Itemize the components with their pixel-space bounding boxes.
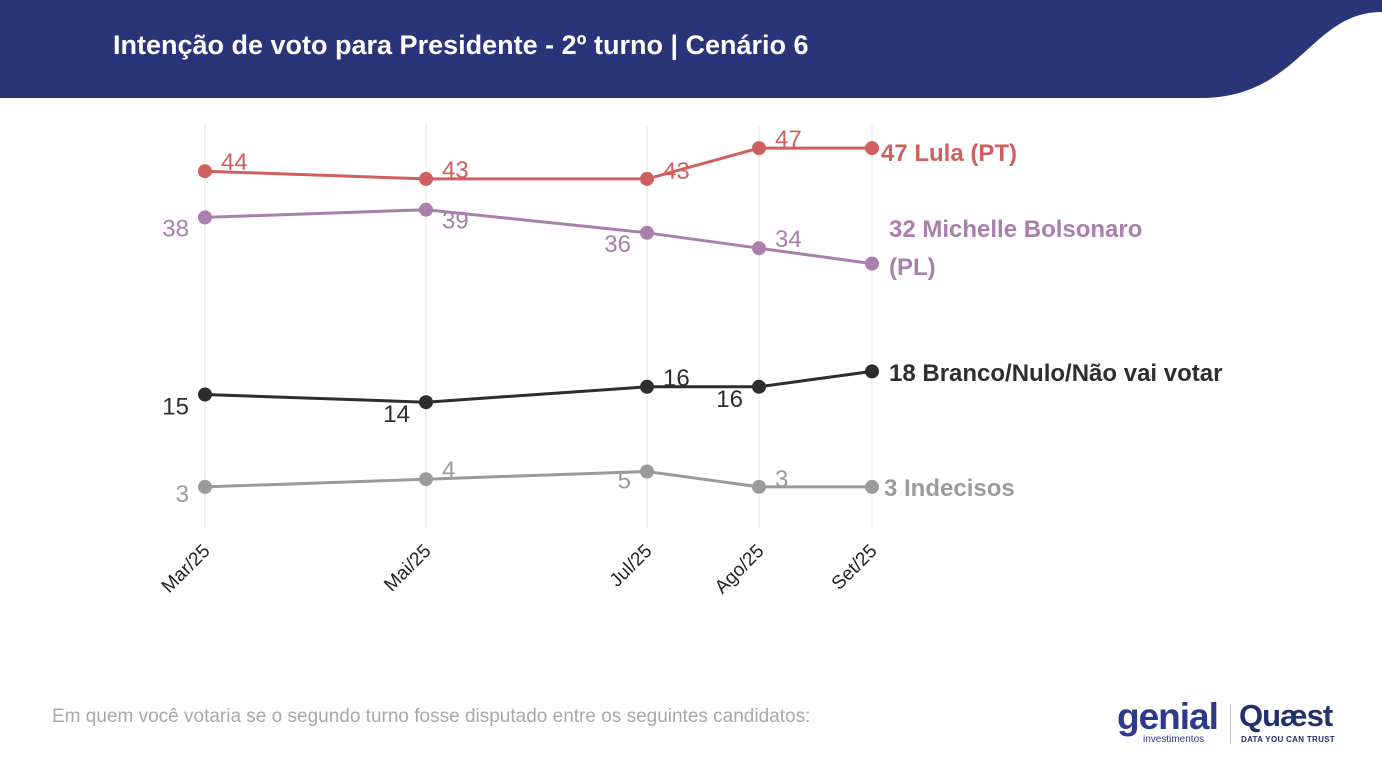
data-points bbox=[198, 141, 879, 494]
data-point bbox=[198, 387, 212, 402]
data-point bbox=[752, 141, 766, 156]
data-label: 3 bbox=[176, 481, 189, 508]
data-label: 36 bbox=[604, 231, 631, 258]
sponsor-logos: genial investimentos Quæst DATA YOU CAN … bbox=[1115, 696, 1355, 750]
data-label: 38 bbox=[162, 215, 189, 242]
series-line bbox=[204, 208, 873, 266]
series-lines bbox=[204, 146, 873, 489]
data-point bbox=[419, 395, 433, 410]
x-tick-label: Ago/25 bbox=[711, 541, 768, 598]
data-label: 43 bbox=[442, 157, 469, 184]
series-line bbox=[204, 146, 872, 181]
question-footnote: Em quem você votaria se o segundo turno … bbox=[52, 706, 811, 727]
data-label: 3 bbox=[775, 466, 788, 493]
data-point bbox=[198, 164, 212, 179]
data-label: 16 bbox=[663, 365, 690, 392]
data-point bbox=[419, 472, 433, 487]
data-label: 43 bbox=[663, 158, 690, 185]
data-point bbox=[865, 364, 879, 379]
logo-divider bbox=[1230, 704, 1231, 744]
series-line bbox=[204, 470, 872, 489]
data-label: 5 bbox=[618, 468, 631, 495]
header-band bbox=[0, 0, 1382, 98]
series-end-label: 32 Michelle Bolsonaro bbox=[889, 216, 1142, 243]
data-point bbox=[198, 210, 212, 225]
data-point bbox=[865, 141, 879, 156]
x-tick-label: Mar/25 bbox=[158, 541, 215, 598]
series-end-label: 47 Lula (PT) bbox=[881, 140, 1017, 167]
x-tick-label: Set/25 bbox=[828, 541, 882, 595]
data-point bbox=[865, 479, 879, 494]
data-point bbox=[865, 256, 879, 271]
quaest-logo: Quæst bbox=[1239, 698, 1333, 733]
page-title: Intenção de voto para Presidente - 2º tu… bbox=[113, 30, 809, 60]
quaest-logo-subtext: DATA YOU CAN TRUST bbox=[1241, 735, 1335, 744]
data-label: 39 bbox=[442, 208, 469, 235]
x-tick-label: Jul/25 bbox=[606, 541, 657, 592]
data-label: 4 bbox=[442, 457, 455, 484]
data-label: 15 bbox=[162, 394, 189, 421]
grid-lines bbox=[204, 125, 873, 528]
series-end-label: 3 Indecisos bbox=[884, 475, 1015, 502]
x-axis-tick-labels: Mar/25 Mai/25 Jul/25 Ago/25 Set/25 bbox=[158, 541, 882, 598]
genial-logo-subtext: investimentos bbox=[1143, 734, 1205, 745]
data-label: 47 bbox=[775, 126, 802, 153]
data-label: 44 bbox=[221, 149, 248, 176]
data-point bbox=[198, 479, 212, 494]
series-end-labels: 47 Lula (PT) 32 Michelle Bolsonaro (PL) 18 … bbox=[881, 140, 1222, 502]
data-point bbox=[752, 241, 766, 256]
genial-logo: genial bbox=[1117, 696, 1219, 737]
data-point bbox=[640, 464, 654, 479]
series-end-label: (PL) bbox=[889, 254, 936, 281]
data-point bbox=[419, 202, 433, 217]
data-label: 16 bbox=[716, 386, 743, 413]
data-point bbox=[640, 171, 654, 186]
data-point bbox=[640, 379, 654, 394]
header-background bbox=[0, 0, 1382, 98]
data-point bbox=[419, 171, 433, 186]
data-label: 14 bbox=[383, 401, 410, 428]
series-end-label: 18 Branco/Nulo/Não vai votar bbox=[889, 360, 1222, 387]
series-line bbox=[204, 369, 873, 404]
data-label: 34 bbox=[775, 226, 802, 253]
x-tick-label: Mai/25 bbox=[380, 541, 435, 596]
data-point bbox=[640, 225, 654, 240]
data-point bbox=[752, 379, 766, 394]
data-point bbox=[752, 479, 766, 494]
